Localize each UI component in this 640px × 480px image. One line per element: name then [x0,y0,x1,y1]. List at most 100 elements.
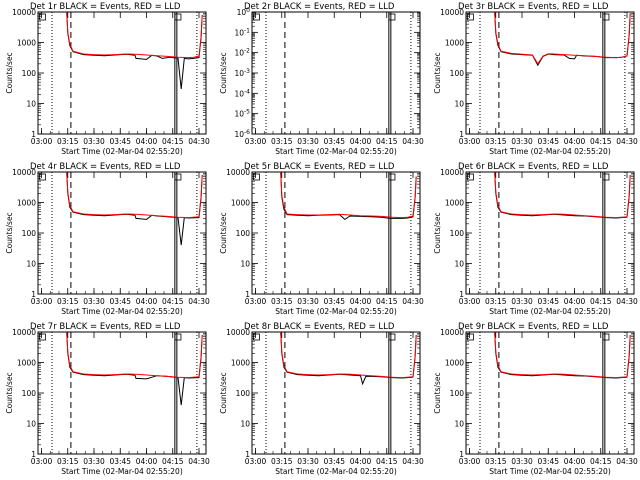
x-tick-label: 04:00 [564,297,586,306]
x-tick-label: 04:15 [162,137,184,146]
y-axis-label: Counts/sec [219,52,228,93]
panel-title: Det 4r BLACK = Events, RED = LLD [30,162,181,172]
series-lld-line [494,331,631,379]
y-axis-label: Counts/sec [433,52,442,93]
x-tick-label: 03:30 [297,457,319,466]
x-tick-label: 03:15 [57,297,79,306]
y-tick-label: 10 [454,260,464,269]
detector-panel-9: Det 9r BLACK = Events, RED = LLD 1 10 100 10… [433,322,638,476]
series-events-line [66,171,203,246]
y-tick-label: 10 [26,260,36,269]
x-tick-label: 04:00 [564,457,586,466]
y-tick-label: 1000 [17,39,36,48]
attenuator-icon [467,13,474,21]
y-tick-label: 10-2 [234,48,250,58]
attenuator-icon [602,173,610,181]
x-tick-label: 03:30 [83,297,105,306]
plot-frame [465,11,635,135]
attenuator-icon [174,13,182,21]
attenuator-icon [253,173,260,181]
attenuator-icon [253,13,260,21]
y-axis-label: Counts/sec [433,212,442,253]
y-tick-label: 10-6 [234,129,250,139]
x-tick-label: 03:45 [323,457,345,466]
attenuator-icon [388,13,396,21]
series-events-line [494,171,631,219]
attenuator-icon [39,333,46,341]
series-lld-line [494,171,631,219]
x-tick-label: 04:00 [564,137,586,146]
x-tick-label: 03:30 [297,297,319,306]
detector-panel-3: Det 3r BLACK = Events, RED = LLD 1 10 100 10… [433,2,638,156]
x-tick-label: 03:45 [109,457,131,466]
attenuator-icon [467,173,474,181]
x-tick-label: 03:45 [323,297,345,306]
x-tick-label: 03:15 [271,457,293,466]
plot-frame [251,171,421,295]
x-tick-label: 03:30 [511,137,533,146]
detector-panel-4: Det 4r BLACK = Events, RED = LLD 1 10 100 10… [5,162,210,316]
y-tick-label: 1000 [17,199,36,208]
y-tick-label: 10000 [12,8,36,17]
y-tick-label: 10000 [226,328,250,337]
y-tick-label: 1000 [445,199,464,208]
y-tick-label: 100 [22,229,37,238]
series-events-line [66,11,203,89]
attenuator-icon [467,333,474,341]
x-tick-label: 04:00 [350,137,372,146]
plot-frame [465,171,635,295]
x-tick-label: 04:15 [162,297,184,306]
y-tick-label: 100 [22,389,37,398]
y-axis-label: Counts/sec [433,372,442,413]
detector-panel-8: Det 8r BLACK = Events, RED = LLD 1 10 100 10… [219,322,424,476]
y-tick-label: 10 [26,420,36,429]
y-tick-label: 10 [26,100,36,109]
detector-panel-1: Det 1r BLACK = Events, RED = LLD 1 10 100 10… [5,2,210,156]
x-tick-label: 03:45 [323,137,345,146]
attenuator-icon [39,173,46,181]
x-tick-label: 03:00 [245,457,267,466]
y-tick-label: 1000 [445,39,464,48]
x-tick-label: 03:45 [537,457,559,466]
panel-title: Det 7r BLACK = Events, RED = LLD [30,322,181,332]
panel-title: Det 6r BLACK = Events, RED = LLD [458,162,609,172]
y-tick-label: 10-4 [234,88,250,98]
x-tick-label: 03:00 [459,137,481,146]
y-tick-label: 1000 [231,199,250,208]
plot-frame [37,11,207,135]
panel-title: Det 8r BLACK = Events, RED = LLD [244,322,395,332]
x-tick-label: 04:15 [376,457,398,466]
y-tick-label: 100 [450,229,465,238]
panel-title: Det 1r BLACK = Events, RED = LLD [30,2,181,12]
x-tick-label: 04:30 [188,297,210,306]
x-tick-label: 03:30 [83,457,105,466]
y-tick-label: 1 [459,290,464,299]
x-tick-label: 04:30 [188,137,210,146]
x-tick-label: 03:15 [57,457,79,466]
y-axis-label: Counts/sec [5,52,14,93]
y-tick-label: 10000 [12,328,36,337]
x-tick-label: 03:45 [537,137,559,146]
y-tick-label: 1 [459,450,464,459]
attenuator-icon [253,333,260,341]
x-axis-label: Start Time (02-Mar-04 02:55:20) [275,147,397,156]
x-tick-label: 03:00 [245,297,267,306]
y-tick-label: 10000 [12,168,36,177]
x-tick-label: 04:30 [402,457,424,466]
attenuator-icon [602,13,610,21]
detector-panel-7: Det 7r BLACK = Events, RED = LLD 1 10 100 10… [5,322,210,476]
y-tick-label: 10-3 [234,68,250,78]
x-tick-label: 04:00 [136,297,158,306]
y-axis-label: Counts/sec [5,372,14,413]
y-tick-label: 1 [31,450,36,459]
detector-panel-2: Det 2r BLACK = Events, RED = LLD 10-6 10-5… [219,2,424,156]
y-tick-label: 100 [450,389,465,398]
series-lld-line [280,171,417,219]
series-events-line [66,331,203,406]
x-tick-label: 04:00 [136,137,158,146]
attenuator-icon [39,13,46,21]
y-tick-label: 10 [454,100,464,109]
y-axis-label: Counts/sec [219,372,228,413]
series-lld-line [280,331,417,379]
